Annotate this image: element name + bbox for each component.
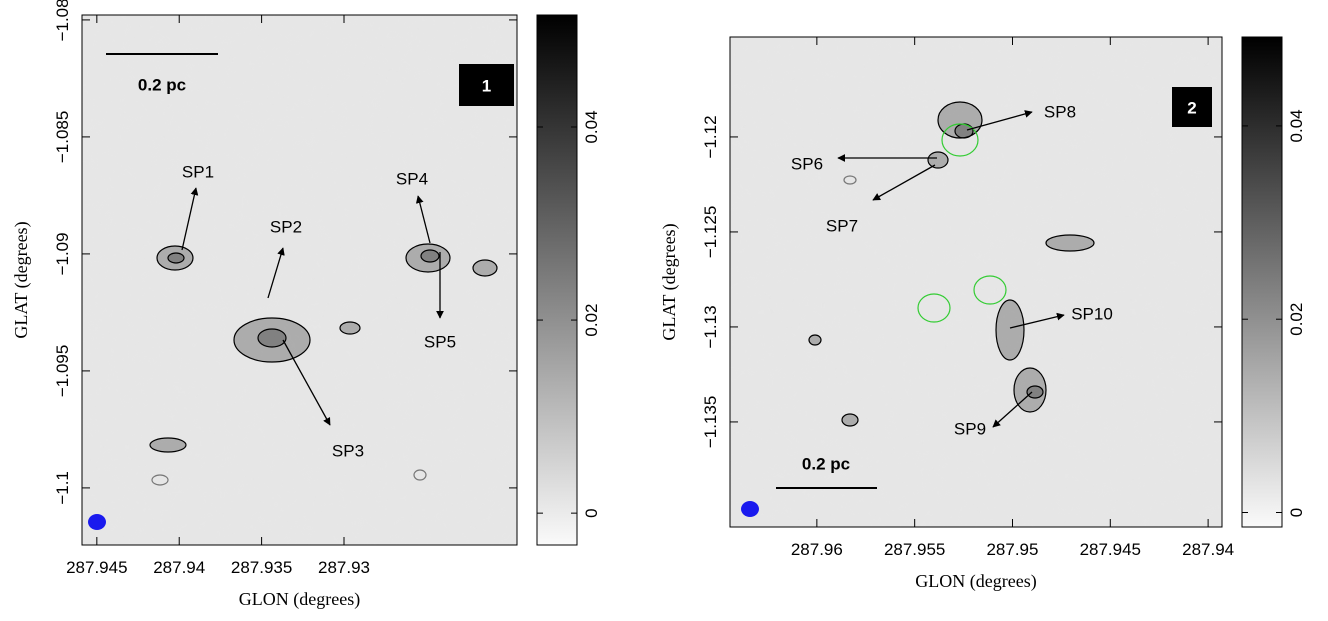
x-tick-label: 287.94 — [153, 558, 205, 577]
x-tick-label: 287.955 — [884, 540, 945, 559]
x-tick-label: 287.96 — [791, 540, 843, 559]
contour — [156, 245, 194, 271]
colorbar — [536, 14, 578, 546]
x-tick-label: 287.93 — [318, 558, 370, 577]
contour — [941, 123, 979, 157]
map-noise — [730, 37, 1222, 527]
annotation: SP7 — [826, 216, 858, 235]
contour — [420, 249, 440, 263]
colorbar-tick-label: 0 — [1287, 508, 1306, 517]
y-axis-label: GLAT (degrees) — [659, 223, 680, 340]
annotation-arrow — [992, 391, 1033, 428]
contour — [1026, 385, 1044, 399]
contour — [917, 293, 951, 323]
x-tick-label: 287.945 — [66, 558, 127, 577]
contour — [1045, 234, 1095, 252]
beam — [741, 501, 759, 517]
contour — [257, 328, 287, 348]
annotation: SP1 — [182, 162, 214, 181]
colorbar-tick-label: 0.04 — [582, 110, 601, 143]
annotation-arrow — [1009, 312, 1065, 329]
y-tick-label: −1.135 — [701, 396, 720, 448]
contour — [995, 299, 1025, 361]
annotation-arrow — [181, 187, 199, 251]
map-noise — [82, 15, 517, 545]
contour — [405, 243, 451, 273]
panel-label: 1 — [482, 76, 491, 95]
contour — [149, 437, 187, 453]
contour — [167, 252, 185, 264]
contour — [339, 321, 361, 335]
scale-bar-label: 0.2 pc — [802, 454, 850, 473]
panel-label-box — [1172, 87, 1212, 127]
beam — [88, 514, 106, 530]
x-axis-label: GLON (degrees) — [239, 589, 360, 610]
annotation-arrow — [966, 110, 1033, 131]
annotation: SP9 — [954, 419, 986, 438]
annotation-arrow — [282, 339, 331, 426]
y-tick-label: −1.12 — [701, 115, 720, 158]
contour — [927, 151, 949, 169]
x-tick-label: 287.94 — [1182, 540, 1234, 559]
annotation-arrow — [267, 247, 285, 299]
x-tick-label: 287.935 — [231, 558, 292, 577]
annotation: SP2 — [270, 217, 302, 236]
colorbar-tick-label: 0.02 — [1287, 303, 1306, 336]
x-tick-label: 287.945 — [1080, 540, 1141, 559]
y-axis-label: GLAT (degrees) — [11, 221, 32, 338]
scale-bar-label: 0.2 pc — [138, 75, 186, 94]
panel-label-box — [459, 64, 514, 106]
annotation: SP10 — [1071, 304, 1113, 323]
y-tick-label: −1.1 — [53, 471, 72, 505]
x-axis-label: GLON (degrees) — [915, 571, 1036, 592]
y-tick-label: −1.09 — [53, 232, 72, 275]
map-frame — [729, 36, 1223, 528]
contour — [843, 175, 857, 185]
colorbar-tick-label: 0 — [582, 508, 601, 517]
contour — [472, 259, 498, 277]
colorbar-tick-label: 0.02 — [582, 304, 601, 337]
contour — [151, 474, 169, 486]
contour — [808, 334, 822, 346]
annotation: SP3 — [332, 441, 364, 460]
contour — [973, 275, 1007, 305]
colorbar — [1241, 36, 1283, 528]
contour — [841, 413, 859, 427]
y-tick-label: −1.095 — [53, 345, 72, 397]
contour — [233, 317, 311, 363]
y-tick-label: −1.125 — [701, 206, 720, 258]
annotation-arrow — [872, 164, 936, 201]
annotation: SP8 — [1044, 102, 1076, 121]
annotation-arrow — [415, 195, 431, 244]
map-frame — [81, 14, 518, 546]
annotation: SP4 — [396, 169, 428, 188]
contour — [954, 123, 974, 139]
annotation: SP5 — [424, 332, 456, 351]
panel-label: 2 — [1187, 98, 1196, 117]
y-tick-label: −1.13 — [701, 305, 720, 348]
y-tick-label: −1.085 — [53, 111, 72, 163]
annotation: SP6 — [791, 154, 823, 173]
x-tick-label: 287.95 — [986, 540, 1038, 559]
colorbar-tick-label: 0.04 — [1287, 109, 1306, 142]
y-tick-label: −1.08 — [53, 0, 72, 41]
contour — [413, 469, 427, 481]
